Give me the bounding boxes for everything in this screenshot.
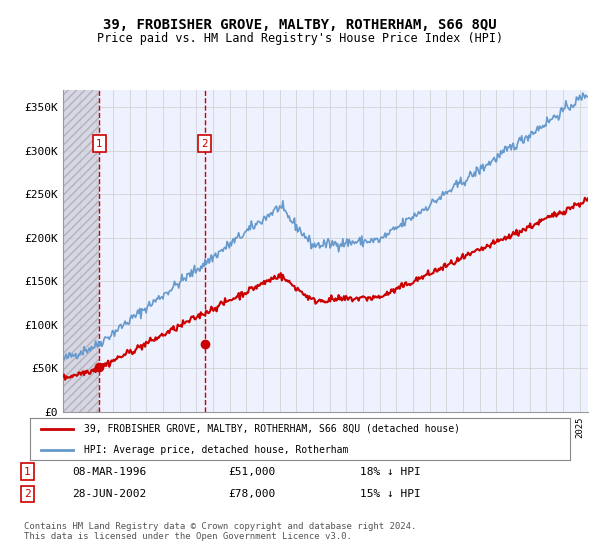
Text: 1: 1: [96, 138, 103, 148]
Text: 15% ↓ HPI: 15% ↓ HPI: [360, 489, 421, 499]
Text: Price paid vs. HM Land Registry's House Price Index (HPI): Price paid vs. HM Land Registry's House …: [97, 32, 503, 45]
Text: 08-MAR-1996: 08-MAR-1996: [72, 466, 146, 477]
Text: 28-JUN-2002: 28-JUN-2002: [72, 489, 146, 499]
Text: 2: 2: [24, 489, 31, 499]
Text: 1: 1: [24, 466, 31, 477]
Text: 18% ↓ HPI: 18% ↓ HPI: [360, 466, 421, 477]
Text: 39, FROBISHER GROVE, MALTBY, ROTHERHAM, S66 8QU: 39, FROBISHER GROVE, MALTBY, ROTHERHAM, …: [103, 18, 497, 32]
Text: £51,000: £51,000: [228, 466, 275, 477]
Text: 2: 2: [201, 138, 208, 148]
Text: £78,000: £78,000: [228, 489, 275, 499]
Text: HPI: Average price, detached house, Rotherham: HPI: Average price, detached house, Roth…: [84, 445, 349, 455]
Text: Contains HM Land Registry data © Crown copyright and database right 2024.
This d: Contains HM Land Registry data © Crown c…: [24, 522, 416, 542]
Text: 39, FROBISHER GROVE, MALTBY, ROTHERHAM, S66 8QU (detached house): 39, FROBISHER GROVE, MALTBY, ROTHERHAM, …: [84, 424, 460, 434]
